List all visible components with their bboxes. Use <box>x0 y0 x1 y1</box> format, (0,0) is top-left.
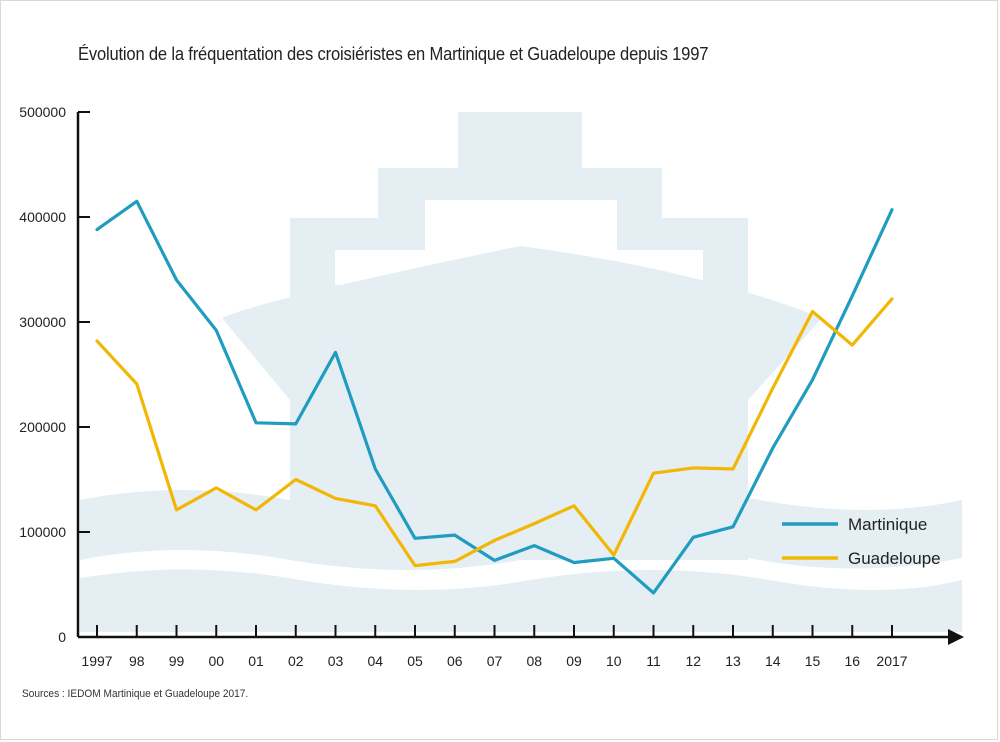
ship-illustration <box>222 112 822 560</box>
y-tick-label: 100000 <box>19 524 66 540</box>
x-tick-label: 05 <box>407 653 423 669</box>
y-tick-label: 0 <box>58 629 66 645</box>
x-tick-label: 07 <box>487 653 503 669</box>
ship-hull <box>222 246 822 560</box>
x-tick-label: 11 <box>646 653 661 669</box>
y-tick-label: 200000 <box>19 419 66 435</box>
x-tick-label: 99 <box>169 653 185 669</box>
x-tick-label: 12 <box>685 653 701 669</box>
x-axis-arrow-icon <box>948 629 964 645</box>
x-tick-label: 00 <box>208 653 224 669</box>
x-tick-label: 06 <box>447 653 463 669</box>
y-tick-label: 400000 <box>19 209 66 225</box>
chart-title: Évolution de la fréquentation des croisi… <box>78 44 709 64</box>
x-tick-label: 02 <box>288 653 304 669</box>
x-tick-label: 13 <box>725 653 741 669</box>
legend: Martinique Guadeloupe <box>782 515 941 568</box>
x-tick-label: 08 <box>526 653 542 669</box>
waves-illustration <box>80 490 962 632</box>
x-tick-label: 16 <box>844 653 860 669</box>
x-tick-label: 98 <box>129 653 145 669</box>
legend-label-guadeloupe: Guadeloupe <box>848 549 941 568</box>
x-tick-label: 14 <box>765 653 781 669</box>
x-tick-label: 03 <box>328 653 344 669</box>
x-tick-label: 2017 <box>876 653 907 669</box>
wave-band-lower <box>80 569 962 632</box>
y-tick-label: 500000 <box>19 104 66 120</box>
x-tick-label: 1997 <box>81 653 112 669</box>
x-tick-label: 09 <box>566 653 582 669</box>
axes <box>76 112 964 645</box>
series-group <box>95 199 894 595</box>
x-tick-label: 04 <box>367 653 383 669</box>
x-tick-label: 15 <box>805 653 821 669</box>
y-ticks: 0 100000 200000 300000 400000 500000 <box>19 104 90 645</box>
legend-label-martinique: Martinique <box>848 515 927 534</box>
x-ticks: 1997 98 99 00 01 02 03 04 05 06 07 08 09 10 11 12 13 14 15… <box>81 625 908 669</box>
x-tick-label: 10 <box>606 653 622 669</box>
series-line-guadeloupe <box>95 297 894 568</box>
series-line-martinique <box>95 199 894 595</box>
source-note: Sources : IEDOM Martinique et Guadeloupe… <box>22 688 249 700</box>
x-tick-label: 01 <box>248 653 264 669</box>
y-tick-label: 300000 <box>19 314 66 330</box>
